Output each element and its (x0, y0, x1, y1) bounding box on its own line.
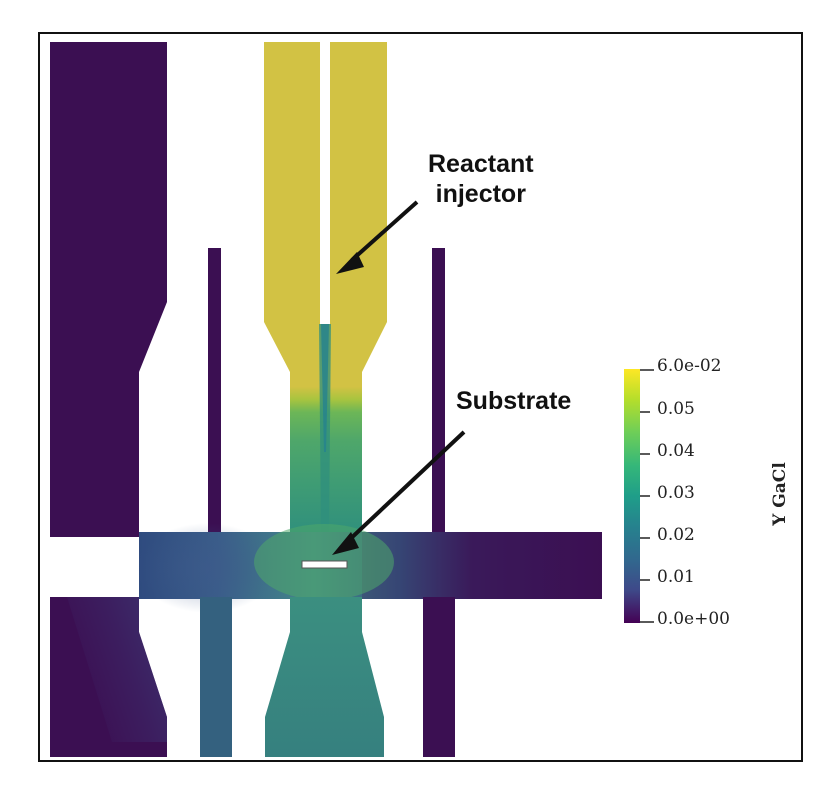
figure-frame (38, 32, 803, 762)
lower-center-diffuser (265, 597, 384, 757)
substrate-label: Substrate (456, 387, 572, 415)
right-thin-tube (432, 248, 445, 538)
lower-right-duct (423, 597, 455, 757)
colorbar-tick-label: 0.0e+00 (657, 609, 730, 629)
colorbar-tick-label: 0.03 (657, 483, 695, 503)
injector-gap (320, 42, 330, 324)
injector-arrow (336, 200, 419, 274)
colorbar-tick-label: 0.01 (657, 567, 695, 587)
colorbar (624, 369, 640, 623)
colorbar-tick-label: 0.05 (657, 399, 695, 419)
left-duct (50, 42, 167, 537)
colorbar-tick-label: 0.04 (657, 441, 695, 461)
colorbar-tick-label: 0.02 (657, 525, 695, 545)
simulation-field (50, 42, 654, 757)
injector-right-column (330, 42, 387, 322)
substrate-arrow (332, 430, 466, 555)
colorbar-ticks (640, 369, 654, 623)
reactant-injector-label: Reactant injector (428, 150, 534, 209)
left-thin-tube (208, 248, 221, 538)
injector-left-column (264, 42, 320, 322)
lower-left-duct (200, 597, 232, 757)
colorbar-tick-label: 6.0e-02 (657, 356, 722, 376)
reactant-label-line2: injector (435, 179, 526, 208)
substrate-plate (301, 560, 348, 569)
reactant-label-line1: Reactant (428, 150, 534, 178)
colorbar-title: Y GaCl (769, 462, 790, 526)
